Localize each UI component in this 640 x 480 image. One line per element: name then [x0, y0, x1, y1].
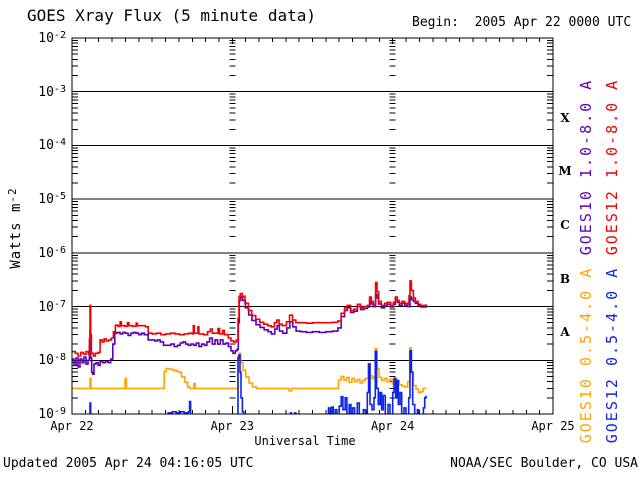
x-tick-label: Apr 22 — [50, 419, 94, 433]
flare-class-label-b: B — [559, 271, 571, 286]
begin-timestamp: Begin: 2005 Apr 22 0000 UTC — [412, 15, 632, 30]
y-tick-label: 10-9 — [38, 406, 66, 422]
legend-label-goes12-1-0-8-0-a: GOES12 1.0-8.0 A — [603, 78, 621, 256]
flare-class-label-x: X — [560, 110, 570, 125]
flare-class-label-m: M — [558, 164, 572, 179]
legend-label-goes10-1-0-8-0-a: GOES10 1.0-8.0 A — [577, 78, 595, 256]
decade-gridlines — [72, 37, 553, 415]
credit-text: NOAA/SEC Boulder, CO USA — [450, 456, 638, 471]
series-line-goes10-1-0-8-0-a — [72, 293, 427, 375]
y-tick-label: 10-3 — [38, 83, 66, 100]
y-tick-label: 10-4 — [38, 137, 66, 154]
flare-class-label-a: A — [560, 325, 570, 340]
hour-ticks — [84, 38, 541, 414]
y-tick-label: 10-8 — [38, 352, 66, 369]
series-line-goes12-0-5-4-0-a — [89, 350, 427, 414]
plot-frame — [71, 37, 554, 415]
legend-label-goes12-0-5-4-0-a: GOES12 0.5-4.0 A — [603, 266, 621, 444]
y-tick-label: 10-6 — [38, 244, 66, 261]
series-line-goes12-1-0-8-0-a — [72, 280, 427, 357]
updated-timestamp: Updated 2005 Apr 24 04:16:05 UTC — [3, 456, 254, 471]
flare-class-label-c: C — [560, 218, 570, 232]
legend-label-goes10-0-5-4-0-a: GOES10 0.5-4.0 A — [577, 266, 595, 444]
y-tick-label: 10-2 — [38, 30, 66, 46]
y-tick-label: 10-7 — [38, 298, 66, 315]
x-tick-label: Apr 24 — [370, 419, 415, 433]
series-line-goes10-0-5-4-0-a — [72, 347, 427, 394]
page-title: GOES Xray Flux (5 minute data) — [27, 6, 316, 25]
x-tick-label: Apr 23 — [210, 419, 254, 433]
y-tick-label: 10-5 — [38, 191, 66, 208]
log-minor-ticks — [72, 39, 553, 399]
x-axis-title: Universal Time — [254, 434, 356, 448]
x-tick-label: Apr 25 — [531, 419, 575, 433]
flux-series — [72, 280, 427, 414]
